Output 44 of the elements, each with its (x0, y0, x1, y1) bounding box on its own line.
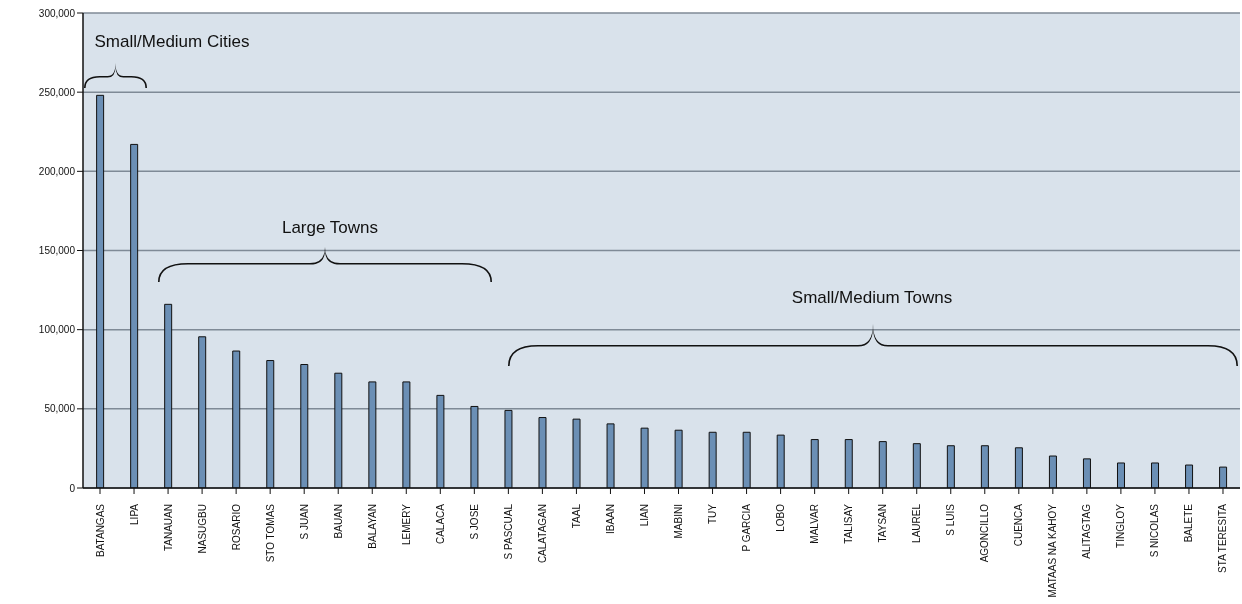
x-tick-label: TALISAY (843, 503, 855, 544)
y-tick-label: 300,000 (38, 7, 76, 19)
x-tick-label: NASUGBU (196, 504, 208, 554)
x-tick-label: TAAL (570, 503, 582, 529)
x-tick-label: CUENCA (1013, 503, 1025, 547)
y-tick-label: 150,000 (38, 245, 76, 257)
x-tick-label: MALVAR (809, 504, 821, 544)
x-tick-label: P GARCIA (741, 503, 753, 552)
x-tick-label: STO TOMAS (264, 503, 276, 563)
annotation: Large Towns (281, 218, 379, 237)
annotation: Small/Medium Cities (94, 32, 250, 51)
x-tick-label: BAUAN (332, 504, 344, 539)
x-tick-label: S LUIS (945, 503, 957, 536)
x-tick-label: MABINI (673, 504, 685, 539)
y-tick-label: 50,000 (44, 403, 76, 415)
y-tick-label: 200,000 (38, 165, 76, 177)
x-tick-label: LIAN (638, 504, 650, 527)
x-tick-label: S PASCUAL (502, 503, 514, 560)
x-tick-label: CALACA (434, 503, 446, 545)
x-tick-label: TAYSAN (877, 504, 889, 543)
y-tick-label: 250,000 (38, 86, 76, 98)
x-tick-label: TINGLOY (1115, 503, 1127, 548)
x-tick-label: BALAYAN (366, 504, 378, 549)
x-tick-label: CALATAGAN (536, 504, 548, 564)
x-tick-label: LEMERY (400, 503, 412, 545)
x-tick-label: LOBO (775, 503, 787, 532)
y-tick-label: 0 (69, 482, 76, 494)
x-tick-label: ROSARIO (230, 503, 242, 551)
x-tick-label: MATAAS NA KAHOY (1047, 503, 1059, 598)
x-tick-label: BATANGAS (94, 503, 106, 557)
x-tick-label: LIPA (128, 503, 140, 525)
x-tick-label: LAUREL (911, 503, 923, 543)
y-tick-label: 100,000 (38, 324, 76, 336)
x-tick-label: BALETE (1183, 503, 1195, 543)
x-tick-label: IBAAN (604, 504, 616, 535)
x-tick-label: STA TERESITA (1217, 503, 1229, 573)
x-tick-label: TUY (707, 503, 719, 524)
x-tick-label: TANAUAN (162, 504, 174, 552)
x-tick-label: AGONCILLO (979, 503, 991, 563)
x-tick-label: S JUAN (298, 504, 310, 540)
x-tick-label: ALITAGTAG (1081, 503, 1093, 559)
annotation: Small/Medium Towns (791, 288, 953, 307)
x-tick-label: S JOSE (468, 503, 480, 540)
x-tick-label: S NICOLAS (1149, 503, 1161, 558)
